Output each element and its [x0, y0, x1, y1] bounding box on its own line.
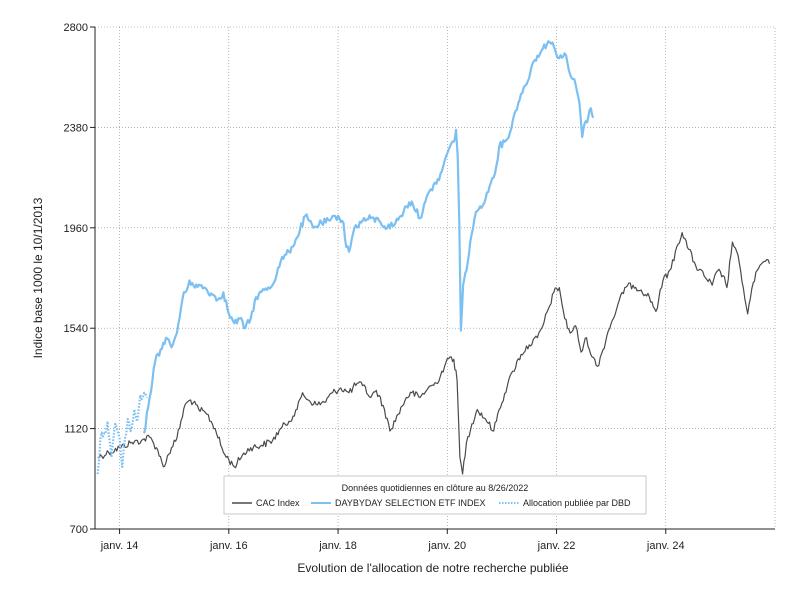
- x-tick-label: janv. 16: [209, 540, 248, 552]
- series-allocation: [96, 391, 148, 475]
- legend-box: [223, 475, 647, 515]
- y-tick-label: 1960: [64, 223, 88, 235]
- x-tick-label: janv. 18: [318, 540, 357, 552]
- y-tick-label: 2800: [64, 22, 88, 34]
- series: [96, 40, 771, 475]
- series-cac-index: [97, 232, 771, 475]
- legend-title: Données quotidiennes en clôture au 8/26/…: [342, 483, 529, 493]
- y-tick-label: 700: [70, 524, 88, 536]
- ticks: 700 1120 1540 1960 2380 2800 janv. 14 janv. 16 j…: [64, 22, 685, 552]
- legend-label-etf-index: DAYBYDAY SELECTION ETF INDEX: [335, 498, 486, 508]
- x-tick-label: janv. 24: [646, 540, 685, 552]
- y-tick-label: 1120: [64, 424, 88, 436]
- x-axis-title: Evolution de l'allocation de notre reche…: [297, 561, 568, 575]
- x-tick-label: janv. 14: [100, 540, 139, 552]
- series-etf-index: [143, 40, 595, 434]
- x-tick-label: janv. 20: [427, 540, 466, 552]
- legend-label-allocation: Allocation publiée par DBD: [523, 498, 631, 508]
- x-tick-label: janv. 22: [537, 540, 576, 552]
- y-tick-label: 1540: [64, 323, 88, 335]
- grid: [95, 27, 775, 529]
- legend-label-cac: CAC Index: [256, 498, 300, 508]
- legend: Données quotidiennes en clôture au 8/26/…: [223, 475, 647, 515]
- y-axis-title: Indice base 1000 le 10/1/2013: [31, 197, 45, 358]
- y-tick-label: 2380: [64, 122, 88, 134]
